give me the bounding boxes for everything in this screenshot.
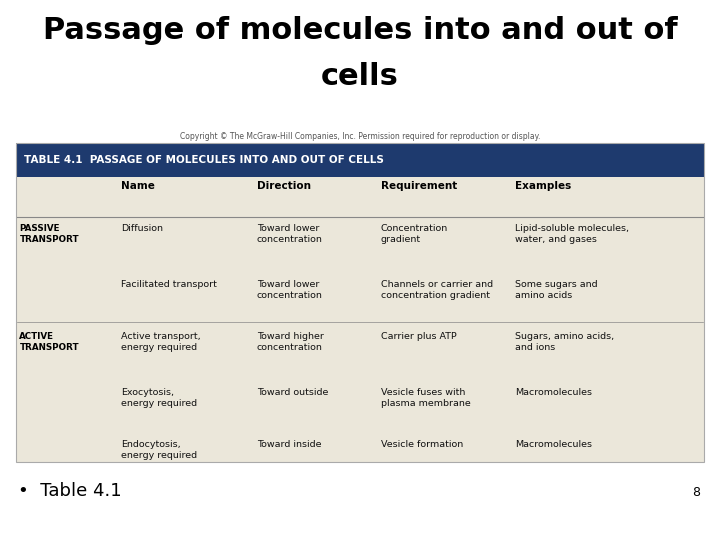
Text: cells: cells — [321, 62, 399, 91]
Bar — [16, 177, 704, 462]
Text: Carrier plus ATP: Carrier plus ATP — [381, 332, 456, 341]
Text: Vesicle fuses with
plasma membrane: Vesicle fuses with plasma membrane — [381, 388, 471, 408]
Text: TABLE 4.1  PASSAGE OF MOLECULES INTO AND OUT OF CELLS: TABLE 4.1 PASSAGE OF MOLECULES INTO AND … — [24, 155, 384, 165]
Text: Toward lower
concentration: Toward lower concentration — [257, 224, 323, 244]
Text: PASSIVE
TRANSPORT: PASSIVE TRANSPORT — [19, 224, 79, 244]
Text: Concentration
gradient: Concentration gradient — [381, 224, 448, 244]
Text: Toward inside: Toward inside — [257, 440, 321, 449]
Text: Some sugars and
amino acids: Some sugars and amino acids — [515, 280, 598, 300]
Text: Lipid-soluble molecules,
water, and gases: Lipid-soluble molecules, water, and gase… — [515, 224, 629, 244]
Text: •  Table 4.1: • Table 4.1 — [18, 482, 122, 500]
Text: Macromolecules: Macromolecules — [515, 440, 592, 449]
Text: Facilitated transport: Facilitated transport — [121, 280, 217, 289]
Text: ACTIVE
TRANSPORT: ACTIVE TRANSPORT — [19, 332, 79, 352]
Text: Toward higher
concentration: Toward higher concentration — [257, 332, 324, 352]
Text: Active transport,
energy required: Active transport, energy required — [121, 332, 201, 352]
Text: Copyright © The McGraw-Hill Companies, Inc. Permission required for reproduction: Copyright © The McGraw-Hill Companies, I… — [180, 132, 540, 141]
Text: Exocytosis,
energy required: Exocytosis, energy required — [121, 388, 197, 408]
Text: Endocytosis,
energy required: Endocytosis, energy required — [121, 440, 197, 460]
Text: Examples: Examples — [515, 181, 571, 191]
Text: Vesicle formation: Vesicle formation — [381, 440, 463, 449]
Text: Macromolecules: Macromolecules — [515, 388, 592, 397]
Text: Channels or carrier and
concentration gradient: Channels or carrier and concentration gr… — [381, 280, 493, 300]
Text: Diffusion: Diffusion — [121, 224, 163, 233]
Bar — [16, 143, 704, 177]
Text: 8: 8 — [692, 487, 700, 500]
Bar — [16, 143, 704, 462]
Text: Name: Name — [121, 181, 156, 191]
Text: Toward outside: Toward outside — [257, 388, 328, 397]
Text: Direction: Direction — [257, 181, 311, 191]
Text: Passage of molecules into and out of: Passage of molecules into and out of — [42, 16, 678, 45]
Text: Requirement: Requirement — [381, 181, 457, 191]
Text: Toward lower
concentration: Toward lower concentration — [257, 280, 323, 300]
Text: Sugars, amino acids,
and ions: Sugars, amino acids, and ions — [515, 332, 614, 352]
